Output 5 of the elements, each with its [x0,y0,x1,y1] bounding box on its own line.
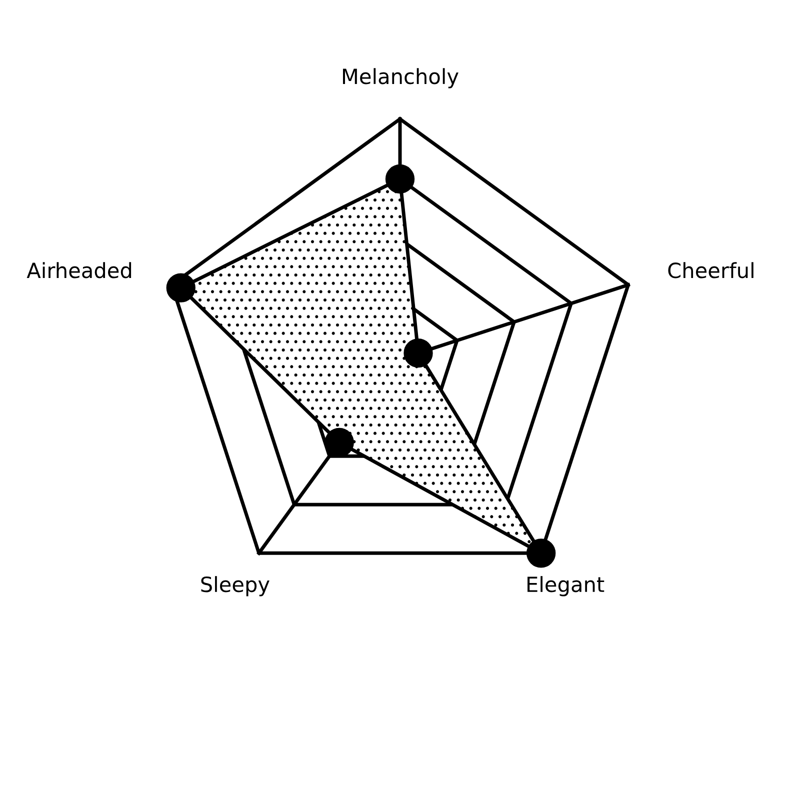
spoke-label: Elegant [528,576,604,596]
spoke-label: Cheerful [668,262,754,278]
spoke-label: Sleepy [201,576,270,596]
spoke-label: Melancholy [343,68,458,88]
spoke-label: Airheaded [26,262,132,278]
